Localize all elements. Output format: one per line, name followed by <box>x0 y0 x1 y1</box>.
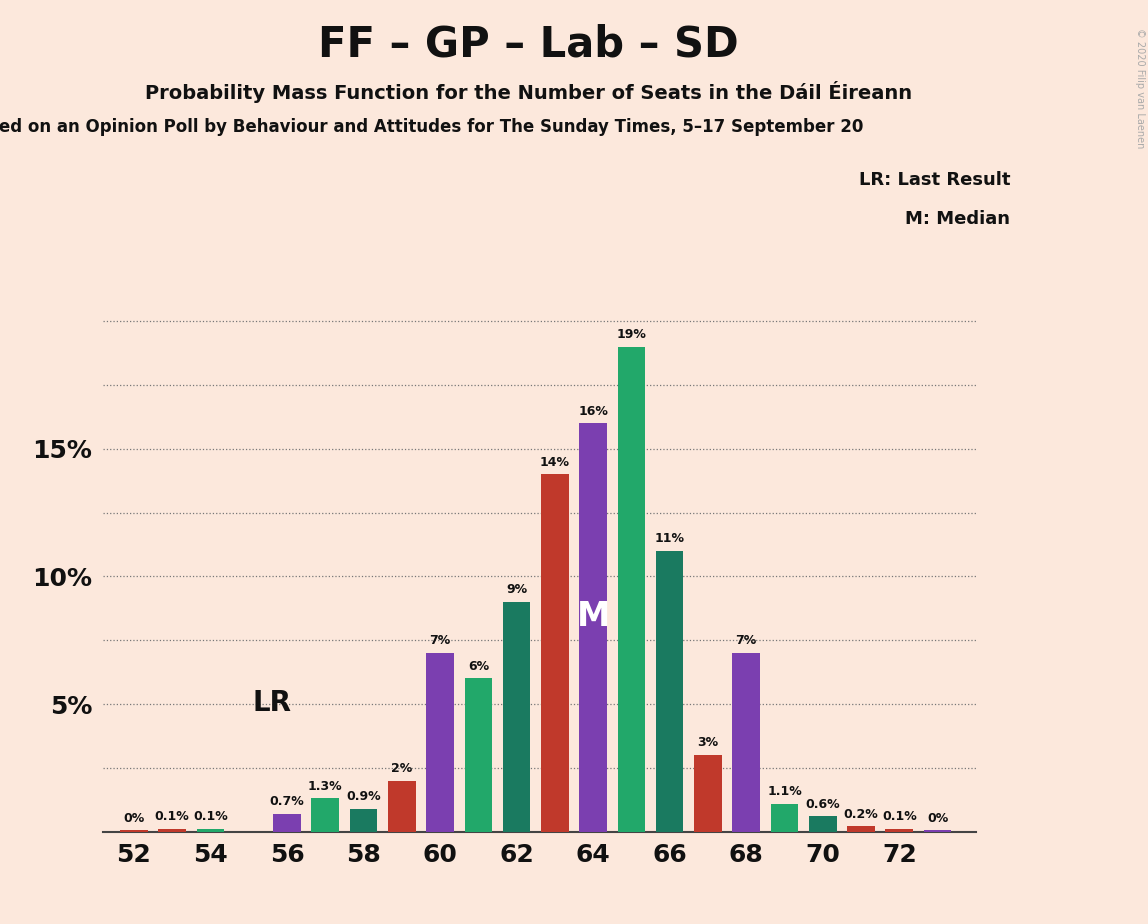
Text: 0%: 0% <box>123 811 145 825</box>
Text: M: M <box>576 600 610 633</box>
Text: 2%: 2% <box>391 762 412 775</box>
Text: LR: Last Result: LR: Last Result <box>859 171 1010 188</box>
Text: M: Median: M: Median <box>906 210 1010 227</box>
Text: 19%: 19% <box>616 328 646 341</box>
Text: 0.6%: 0.6% <box>806 797 840 810</box>
Bar <box>732 653 760 832</box>
Text: 11%: 11% <box>654 532 684 545</box>
Text: 6%: 6% <box>467 660 489 673</box>
Text: 0.7%: 0.7% <box>270 796 304 808</box>
Text: Probability Mass Function for the Number of Seats in the Dáil Éireann: Probability Mass Function for the Number… <box>145 81 912 103</box>
Text: 0.1%: 0.1% <box>155 810 189 823</box>
Text: 9%: 9% <box>506 583 527 596</box>
Bar <box>503 602 530 832</box>
Bar <box>273 814 301 832</box>
Bar <box>656 551 683 832</box>
Text: 0%: 0% <box>926 811 948 825</box>
Text: 14%: 14% <box>540 456 569 468</box>
Bar <box>618 346 645 832</box>
Bar <box>924 831 952 832</box>
Text: LR: LR <box>253 688 292 717</box>
Text: 1.3%: 1.3% <box>308 780 342 793</box>
Text: FF – GP – Lab – SD: FF – GP – Lab – SD <box>318 23 738 65</box>
Bar <box>311 798 339 832</box>
Bar <box>580 423 607 832</box>
Bar <box>770 804 798 832</box>
Bar <box>388 781 416 832</box>
Bar <box>426 653 453 832</box>
Text: 7%: 7% <box>429 635 451 648</box>
Bar <box>885 829 913 832</box>
Text: 0.9%: 0.9% <box>347 790 381 803</box>
Bar <box>809 816 837 832</box>
Text: 1.1%: 1.1% <box>767 784 801 798</box>
Text: 0.2%: 0.2% <box>844 808 878 821</box>
Text: 0.1%: 0.1% <box>882 810 916 823</box>
Bar <box>847 826 875 832</box>
Text: 0.1%: 0.1% <box>193 810 227 823</box>
Bar <box>695 755 722 832</box>
Text: 7%: 7% <box>736 635 757 648</box>
Bar <box>465 678 492 832</box>
Bar <box>350 808 378 832</box>
Bar <box>541 474 568 832</box>
Bar <box>158 829 186 832</box>
Bar <box>196 829 224 832</box>
Text: 16%: 16% <box>579 405 608 418</box>
Text: © 2020 Filip van Laenen: © 2020 Filip van Laenen <box>1134 28 1145 148</box>
Bar <box>121 831 148 832</box>
Text: 3%: 3% <box>697 736 719 749</box>
Text: sed on an Opinion Poll by Behaviour and Attitudes for The Sunday Times, 5–17 Sep: sed on an Opinion Poll by Behaviour and … <box>0 118 863 136</box>
